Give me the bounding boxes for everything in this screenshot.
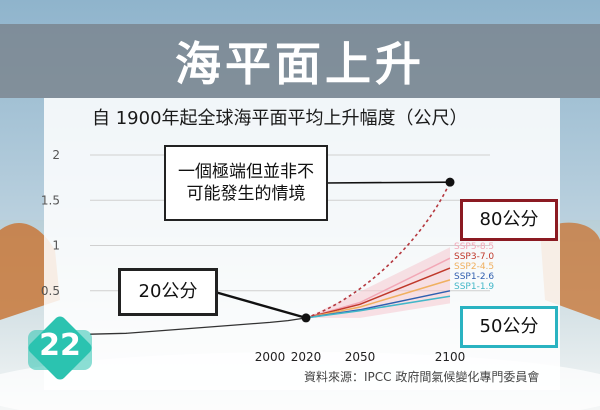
series-label-ssp1-1.9: SSP1-1.9 — [454, 282, 494, 292]
y-tick-label-1: 1 — [52, 239, 60, 253]
observed-line — [89, 317, 307, 335]
banner-title: 海平面上升 — [175, 37, 425, 91]
extreme-scenario-callout: 一個極端但並非不 可能發生的情境 — [164, 145, 328, 221]
y-tick-label-2: 1.5 — [41, 193, 60, 207]
projection-band — [306, 247, 450, 318]
x-tick-label-0: 2000 — [255, 350, 286, 364]
series-label-ssp5-8.5: SSP5-8.5 — [454, 242, 494, 252]
series-label-ssp2-4.5: SSP2-4.5 — [454, 262, 494, 272]
series-line-ssp3-7.0 — [305, 267, 451, 319]
extreme-scenario-line — [305, 181, 451, 319]
badge-back — [28, 330, 92, 370]
title-banner: 海平面上升 — [0, 24, 600, 98]
series-label-ssp3-7.0: SSP3-7.0 — [454, 252, 494, 262]
key-point-1 — [445, 177, 455, 187]
source-note: 資料來源：IPCC 政府間氣候變化專門委員會 — [304, 370, 540, 384]
chart-title: 自 1900年起全球海平面平均上升幅度（公尺） — [92, 108, 468, 129]
callout-20cm: 20公分 — [118, 268, 218, 316]
series-line-ssp1-1.9 — [305, 295, 451, 319]
episode-badge: 22 — [22, 310, 98, 390]
x-tick-label-2: 2050 — [345, 350, 376, 364]
callout-50cm: 50公分 — [460, 306, 558, 348]
key-point-0 — [301, 313, 311, 323]
y-tick-label-3: 2 — [52, 148, 60, 162]
extreme-callout-line-1: 一個極端但並非不 — [178, 162, 314, 182]
y-tick-label-0: 0.5 — [41, 284, 60, 298]
callout-80cm: 80公分 — [460, 199, 558, 241]
series-line-ssp2-4.5 — [305, 279, 451, 319]
badge-number: 22 — [39, 328, 81, 363]
callout-connector-extreme — [323, 181, 451, 184]
callout-connector-2020 — [207, 288, 307, 320]
x-tick-label-1: 2020 — [291, 350, 322, 364]
badge-shape — [28, 316, 92, 380]
extreme-callout-line-2: 可能發生的情境 — [186, 184, 306, 204]
series-label-ssp1-2.6: SSP1-2.6 — [454, 272, 494, 282]
x-tick-label-3: 2100 — [435, 350, 466, 364]
